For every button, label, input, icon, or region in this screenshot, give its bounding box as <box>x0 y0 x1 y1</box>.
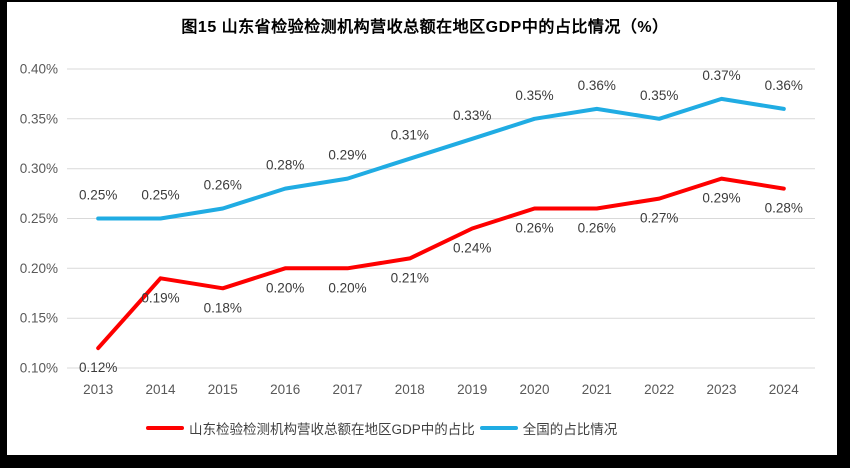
x-tick-label: 2015 <box>208 382 238 397</box>
data-label: 0.25% <box>79 188 117 203</box>
data-label: 0.36% <box>578 78 616 93</box>
x-tick-label: 2024 <box>769 382 800 397</box>
legend-label-shandong: 山东检验检测机构营收总额在地区GDP中的占比 <box>189 422 475 437</box>
x-tick-label: 2016 <box>270 382 300 397</box>
x-tick-label: 2018 <box>395 382 425 397</box>
chart-title: 图15 山东省检验检测机构营收总额在地区GDP中的占比情况（%） <box>181 19 669 36</box>
data-label: 0.36% <box>765 78 803 93</box>
y-tick-label: 0.10% <box>20 361 58 376</box>
data-label: 0.12% <box>79 360 117 375</box>
x-tick-label: 2023 <box>706 382 736 397</box>
frame-border-bottom <box>0 455 850 468</box>
chart-legend: 山东检验检测机构营收总额在地区GDP中的占比 全国的占比情况 <box>146 418 617 438</box>
data-label: 0.26% <box>578 221 616 236</box>
legend-swatch-shandong-line <box>146 425 184 431</box>
y-tick-label: 0.35% <box>20 111 58 126</box>
series-line-shandong <box>96 176 786 351</box>
legend-item-national: 全国的占比情况 <box>479 418 618 438</box>
data-label: 0.27% <box>640 211 678 226</box>
legend-label-national: 全国的占比情况 <box>522 422 618 437</box>
x-tick-label: 2020 <box>519 382 549 397</box>
y-tick-label: 0.30% <box>20 161 58 176</box>
frame-border-left <box>0 0 7 468</box>
data-label: 0.25% <box>141 188 179 203</box>
data-label: 0.35% <box>515 88 553 103</box>
x-tick-label: 2019 <box>457 382 487 397</box>
data-label: 0.21% <box>391 270 429 285</box>
x-tick-label: 2014 <box>145 382 176 397</box>
x-tick-label: 2021 <box>582 382 612 397</box>
series-line-national <box>96 96 786 221</box>
data-label: 0.29% <box>702 191 740 206</box>
data-label: 0.37% <box>702 68 740 83</box>
frame-border-right <box>837 0 850 468</box>
data-label: 0.28% <box>266 158 304 173</box>
data-label: 0.31% <box>391 128 429 143</box>
data-label: 0.35% <box>640 88 678 103</box>
data-label: 0.33% <box>453 108 491 123</box>
data-label: 0.20% <box>266 280 304 295</box>
legend-swatch-national-line <box>479 425 518 431</box>
frame-border-top <box>0 0 850 2</box>
x-tick-label: 2013 <box>83 382 113 397</box>
y-tick-label: 0.20% <box>20 261 58 276</box>
x-tick-label: 2017 <box>332 382 362 397</box>
y-tick-label: 0.40% <box>20 62 58 77</box>
data-label: 0.26% <box>515 221 553 236</box>
data-label: 0.24% <box>453 241 491 256</box>
data-label: 0.19% <box>141 290 179 305</box>
x-tick-label: 2022 <box>644 382 674 397</box>
y-tick-label: 0.25% <box>20 211 58 226</box>
data-label: 0.26% <box>204 178 242 193</box>
y-tick-label: 0.15% <box>20 311 58 326</box>
data-label: 0.28% <box>765 201 803 216</box>
legend-item-shandong: 山东检验检测机构营收总额在地区GDP中的占比 <box>146 418 475 438</box>
data-label: 0.18% <box>204 300 242 315</box>
data-label: 0.29% <box>328 148 366 163</box>
data-label: 0.20% <box>328 280 366 295</box>
